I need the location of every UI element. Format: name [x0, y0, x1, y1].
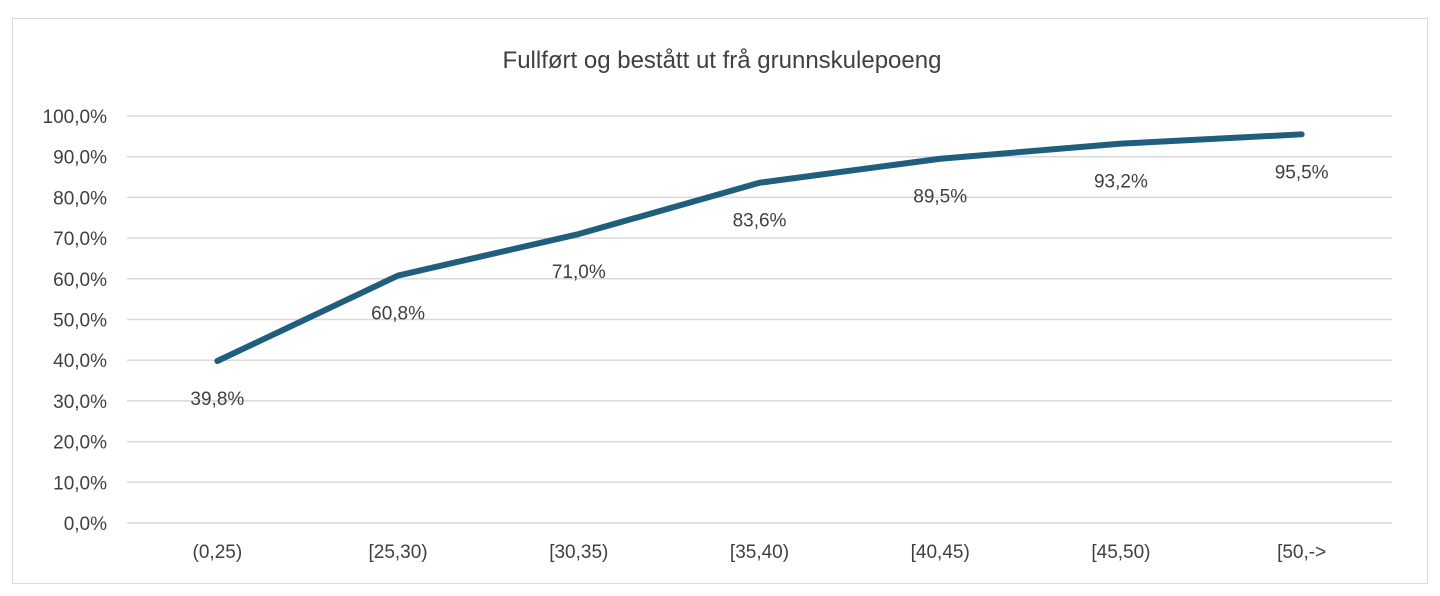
- y-tick-label: 40,0%: [53, 351, 107, 372]
- chart-title: Fullført og bestått ut frå grunnskulepoe…: [503, 47, 942, 74]
- x-tick-label: (0,25): [193, 542, 243, 563]
- chart-frame: [12, 18, 1428, 584]
- data-labels: 39,8% 60,8% 71,0% 83,6% 89,5% 93,2% 95,5%: [190, 162, 1328, 410]
- y-tick-label: 10,0%: [53, 473, 107, 494]
- y-tick-label: 100,0%: [43, 107, 108, 128]
- data-label: 89,5%: [913, 187, 967, 208]
- series-group: [214, 131, 1305, 365]
- x-tick-label: [50,->: [1277, 542, 1326, 563]
- x-tick-label: [30,35): [549, 542, 608, 563]
- data-label: 83,6%: [733, 211, 787, 232]
- data-label: 93,2%: [1094, 172, 1148, 193]
- data-label: 60,8%: [371, 304, 425, 325]
- data-label: 39,8%: [190, 389, 244, 410]
- y-axis-ticks: 0,0% 10,0% 20,0% 30,0% 40,0% 50,0% 60,0% 70,0% 8…: [43, 107, 108, 535]
- x-tick-label: [45,50): [1091, 542, 1150, 563]
- y-tick-label: 0,0%: [64, 514, 107, 535]
- y-tick-label: 30,0%: [53, 392, 107, 413]
- gridlines: [127, 115, 1392, 524]
- y-tick-label: 90,0%: [53, 148, 107, 169]
- x-tick-label: [40,45): [911, 542, 970, 563]
- data-label: 71,0%: [552, 262, 606, 283]
- data-label: 95,5%: [1275, 162, 1329, 183]
- y-tick-label: 80,0%: [53, 188, 107, 209]
- series-line: [214, 131, 1305, 365]
- x-axis-ticks: (0,25) [25,30) [30,35) [35,40) [40,45) [45,50…: [193, 542, 1327, 563]
- y-tick-label: 60,0%: [53, 270, 107, 291]
- x-tick-label: [25,30): [368, 542, 427, 563]
- y-tick-label: 20,0%: [53, 433, 107, 454]
- x-tick-label: [35,40): [730, 542, 789, 563]
- y-tick-label: 70,0%: [53, 229, 107, 250]
- y-tick-label: 50,0%: [53, 311, 107, 332]
